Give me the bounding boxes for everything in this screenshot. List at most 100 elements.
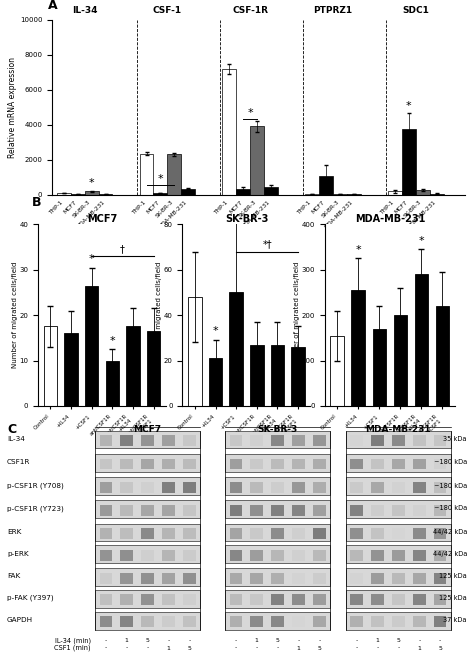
Bar [392, 595, 405, 605]
Bar [413, 550, 426, 561]
Bar [272, 435, 284, 446]
Bar [167, 154, 182, 195]
Text: 5: 5 [318, 645, 321, 651]
Bar [229, 528, 242, 539]
Text: *: * [356, 245, 361, 255]
Text: -: - [297, 638, 300, 643]
Bar [226, 477, 330, 495]
Bar [371, 595, 384, 605]
Bar [350, 435, 363, 446]
Title: MCF7: MCF7 [87, 214, 117, 224]
Bar [346, 612, 451, 630]
Bar [250, 127, 264, 195]
Bar [141, 459, 154, 469]
Bar [100, 573, 112, 583]
Bar [392, 459, 405, 469]
Bar [141, 528, 154, 539]
Text: *: * [89, 178, 94, 188]
Text: CSF-1: CSF-1 [153, 5, 182, 15]
Title: SK-BR-3: SK-BR-3 [225, 214, 268, 224]
Bar [222, 69, 236, 195]
Bar [292, 347, 305, 406]
Bar [120, 528, 133, 539]
Bar [350, 505, 363, 515]
Bar [330, 335, 344, 406]
Bar [434, 435, 447, 446]
Bar [183, 616, 196, 627]
Title: MDA-MB-231: MDA-MB-231 [355, 214, 425, 224]
Text: 37 kDa: 37 kDa [444, 617, 467, 623]
Bar [141, 435, 154, 446]
Text: *: * [406, 101, 411, 111]
Bar [392, 616, 405, 627]
Bar [162, 550, 175, 561]
Bar [346, 477, 451, 495]
Bar [100, 595, 112, 605]
Bar [272, 459, 284, 469]
Text: 5: 5 [276, 638, 280, 643]
Bar [371, 505, 384, 515]
Text: *: * [247, 108, 253, 117]
Bar [229, 505, 242, 515]
Bar [250, 595, 263, 605]
Bar [292, 505, 305, 515]
Bar [183, 459, 196, 469]
Text: IL-34 (min): IL-34 (min) [55, 638, 91, 644]
Bar [100, 528, 112, 539]
Bar [139, 154, 154, 195]
Bar [120, 505, 133, 515]
Bar [229, 459, 242, 469]
Y-axis label: Number of migrated cells/field: Number of migrated cells/field [12, 262, 18, 368]
Text: -: - [235, 645, 237, 651]
Bar [95, 568, 200, 586]
Text: 44/42 kDa: 44/42 kDa [433, 529, 467, 535]
Bar [229, 595, 242, 605]
Text: -: - [255, 645, 258, 651]
Bar [413, 505, 426, 515]
Bar [264, 187, 278, 195]
Bar [434, 550, 447, 561]
Text: 5: 5 [146, 638, 149, 643]
Text: MCF7: MCF7 [134, 425, 162, 434]
Bar [250, 505, 263, 515]
Bar [313, 505, 326, 515]
Bar [272, 550, 284, 561]
Text: SK-BR-3: SK-BR-3 [257, 425, 298, 434]
Text: *: * [109, 335, 115, 346]
Bar [229, 435, 242, 446]
Text: -: - [376, 645, 379, 651]
Bar [392, 528, 405, 539]
Bar [188, 297, 201, 406]
Bar [99, 194, 112, 195]
Bar [416, 190, 430, 195]
Bar [120, 595, 133, 605]
Bar [154, 193, 167, 195]
Bar [413, 573, 426, 583]
Bar [371, 482, 384, 493]
Text: -: - [356, 645, 358, 651]
Bar [226, 545, 330, 563]
Bar [393, 315, 407, 406]
Bar [183, 528, 196, 539]
Text: CSF-1R: CSF-1R [232, 5, 268, 15]
Bar [126, 327, 139, 406]
Text: -: - [126, 645, 128, 651]
Text: ~180 kDa: ~180 kDa [434, 506, 467, 512]
Bar [95, 500, 200, 518]
Bar [313, 550, 326, 561]
Text: -: - [276, 645, 279, 651]
Bar [147, 331, 160, 406]
Text: -: - [105, 645, 107, 651]
Text: -: - [439, 638, 441, 643]
Text: C: C [7, 422, 16, 436]
Bar [64, 333, 78, 406]
Bar [371, 573, 384, 583]
Bar [162, 616, 175, 627]
Bar [392, 573, 405, 583]
Bar [371, 528, 384, 539]
Bar [392, 482, 405, 493]
Text: p-FAK (Y397): p-FAK (Y397) [7, 595, 54, 601]
Text: 1: 1 [255, 638, 259, 643]
Bar [100, 435, 112, 446]
Text: †: † [120, 244, 125, 254]
